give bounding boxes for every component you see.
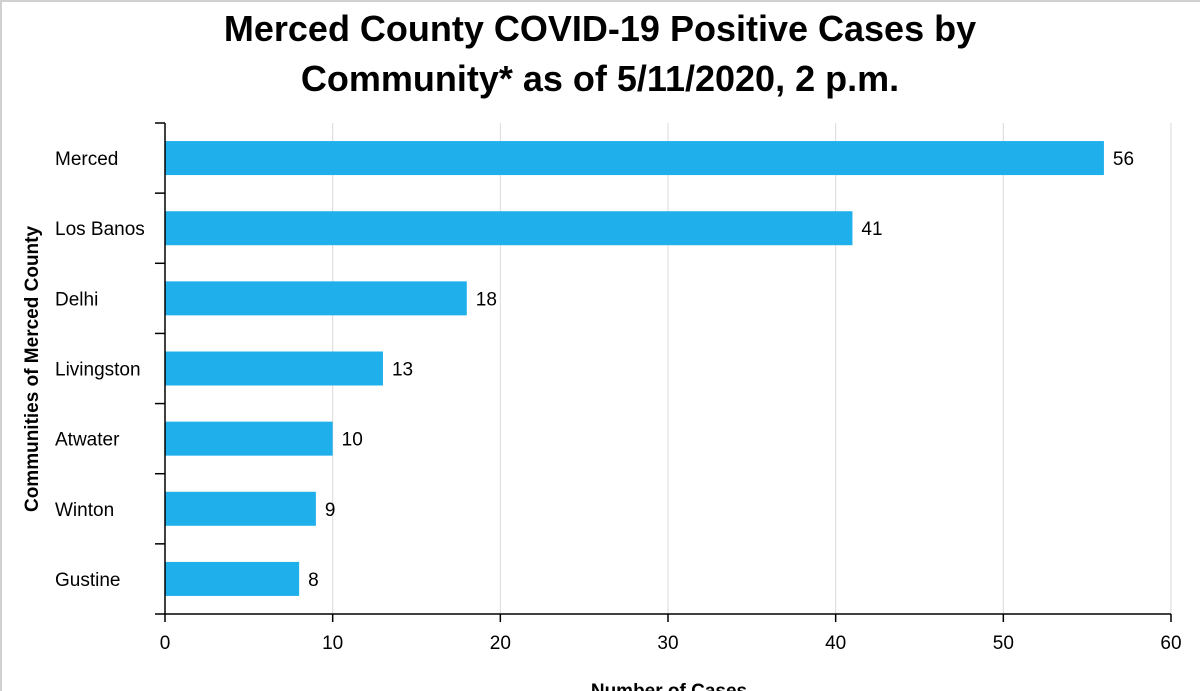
data-label-merced: 56	[1113, 149, 1134, 170]
x-tick-label-20: 20	[490, 633, 511, 654]
category-label-atwater: Atwater	[55, 430, 120, 451]
chart-title-line-1: Merced County COVID-19 Positive Cases by	[223, 8, 977, 49]
bar-merced	[165, 141, 1104, 176]
chart-title: Merced County COVID-19 Positive Cases by…	[0, 4, 1200, 104]
grid-lines	[332, 123, 1172, 614]
data-label-gustine: 8	[308, 570, 319, 591]
bar-livingston	[165, 351, 383, 386]
labels: 0 10 20 30 40 50 60 Merced 56 Los Banos 41 Delhi 18 L…	[55, 149, 1182, 654]
bar-winton	[165, 491, 316, 526]
data-label-los-banos: 41	[861, 219, 882, 240]
data-label-livingston: 13	[392, 360, 413, 381]
bars	[165, 141, 1104, 596]
data-label-delhi: 18	[476, 289, 497, 310]
bar-atwater	[165, 421, 333, 456]
category-label-gustine: Gustine	[55, 570, 120, 591]
category-label-los-banos: Los Banos	[55, 219, 145, 240]
x-tick-label-10: 10	[322, 633, 343, 654]
category-label-winton: Winton	[55, 500, 114, 521]
category-label-merced: Merced	[55, 149, 118, 170]
x-tick-label-50: 50	[993, 633, 1014, 654]
bar-gustine	[165, 561, 300, 596]
x-axis-title: Number of Cases	[591, 681, 747, 691]
x-tick-label-60: 60	[1160, 633, 1181, 654]
bar-delhi	[165, 281, 467, 316]
data-label-atwater: 10	[342, 430, 363, 451]
category-label-delhi: Delhi	[55, 289, 98, 310]
x-tick-label-30: 30	[657, 633, 678, 654]
x-tick-label-40: 40	[825, 633, 846, 654]
axes	[155, 122, 1172, 622]
category-label-livingston: Livingston	[55, 360, 141, 381]
x-tick-label-0: 0	[160, 633, 171, 654]
data-label-winton: 9	[325, 500, 336, 521]
chart-title-line-2: Community* as of 5/11/2020, 2 p.m.	[300, 58, 900, 99]
bar-los-banos	[165, 211, 853, 246]
y-axis-title: Communities of Merced County	[22, 226, 43, 513]
